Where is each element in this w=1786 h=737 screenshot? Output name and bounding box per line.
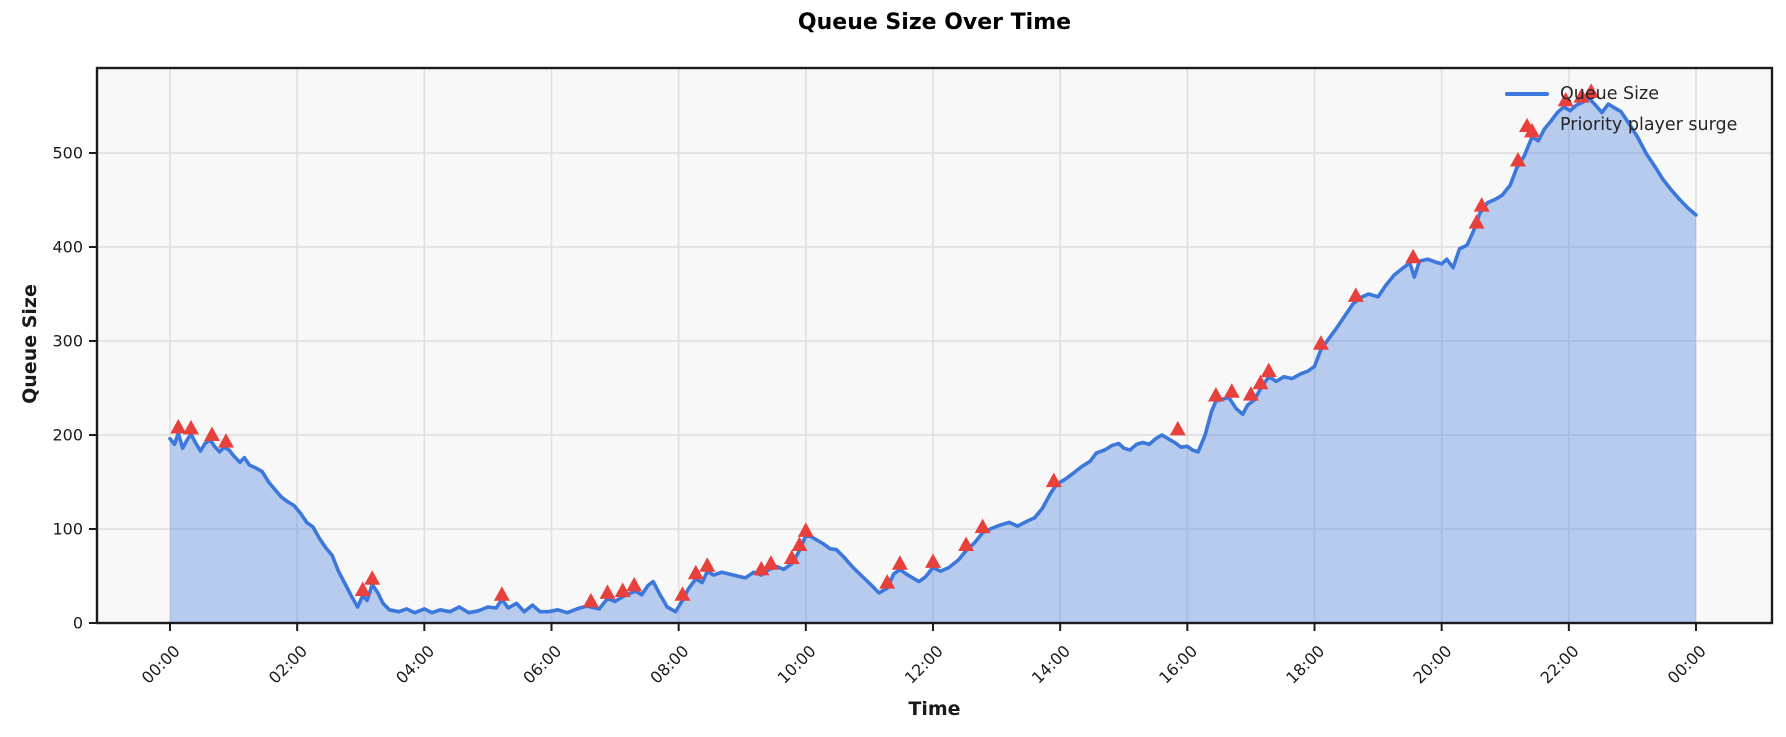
surge-marker-icon [1583, 83, 1600, 98]
surge-marker-icon [1207, 387, 1224, 402]
surge-marker-icon [1252, 374, 1269, 390]
y-tick-label: 300 [52, 332, 83, 351]
surge-marker-icon [218, 433, 234, 448]
plot-background [97, 68, 1772, 623]
y-tick-label: 0 [73, 614, 83, 633]
surge-marker-icon [1573, 88, 1590, 103]
surge-marker-icon [1223, 383, 1240, 398]
legend-triangle-swatch [1504, 118, 1550, 132]
legend-label: Priority player surge [1560, 115, 1738, 135]
x-tick-label: 22:00 [1537, 641, 1583, 687]
surge-marker-icon [699, 557, 716, 572]
chart-title: Queue Size Over Time [797, 10, 1072, 35]
surge-marker-icon [1473, 197, 1490, 212]
surge-marker-icon [1468, 214, 1485, 229]
surge-marker-icon [599, 584, 616, 599]
x-tick-label: 10:00 [774, 641, 820, 687]
surge-marker-icon [783, 549, 800, 565]
surge-marker-icon [1510, 152, 1526, 167]
surge-marker-icon [974, 518, 991, 534]
surge-marker-icon [762, 555, 779, 570]
y-tick-label: 500 [52, 144, 83, 163]
surge-marker-icon [791, 536, 808, 551]
triangle-marker-icon [1519, 118, 1535, 132]
surge-marker-icon [1045, 472, 1062, 488]
x-tick-label: 06:00 [519, 641, 565, 687]
x-tick-label: 18:00 [1282, 641, 1328, 687]
surge-marker-icon [626, 576, 643, 592]
y-axis-label: Queue Size [19, 284, 41, 404]
legend-label: Queue Size [1560, 84, 1659, 104]
x-tick-label: 14:00 [1028, 641, 1074, 687]
surge-marker-icon [1312, 335, 1329, 350]
x-tick-label: 00:00 [1664, 641, 1710, 687]
x-axis-label: Time [908, 698, 961, 720]
surge-marker-icon [674, 586, 691, 601]
surge-marker-icon [1260, 362, 1277, 378]
x-tick-label: 20:00 [1409, 641, 1455, 687]
surge-marker-icon [891, 555, 908, 570]
surge-marker-icon [925, 553, 941, 568]
legend: Queue Size Priority player surge [1504, 82, 1737, 137]
surge-marker-icon [753, 560, 770, 576]
x-tick-label: 12:00 [901, 641, 947, 687]
surge-marker-icon [797, 522, 814, 537]
legend-item-priority-surge: Priority player surge [1504, 113, 1737, 137]
surge-marker-icon [493, 586, 510, 601]
legend-line-swatch [1504, 92, 1550, 96]
plot-border [95, 66, 1774, 625]
x-tick-label: 04:00 [392, 641, 438, 687]
legend-item-queue-size: Queue Size [1504, 82, 1737, 106]
y-tick-label: 200 [52, 426, 83, 445]
surge-marker-icon [614, 582, 631, 597]
surge-marker-icon [170, 419, 187, 434]
surge-marker-icon [687, 564, 704, 580]
surge-marker-icon [1405, 248, 1422, 264]
y-tick-label: 100 [52, 520, 83, 539]
surge-marker-icon [354, 581, 371, 597]
line-sample-icon [1505, 92, 1549, 96]
surge-marker-icon [1347, 287, 1364, 302]
surge-marker-icon [879, 574, 896, 589]
surge-marker-icon [183, 419, 199, 435]
surge-marker-icon [204, 426, 220, 441]
surge-marker-icon [364, 570, 381, 585]
surge-marker-icon [1169, 420, 1186, 436]
x-tick-label: 08:00 [646, 641, 692, 687]
surge-marker-icon [958, 536, 975, 551]
x-tick-label: 02:00 [265, 641, 311, 687]
y-tick-label: 400 [52, 238, 83, 257]
surge-marker-icon [582, 592, 599, 608]
surge-marker-icon [1242, 386, 1259, 401]
x-tick-label: 16:00 [1155, 641, 1201, 687]
surge-marker-icon [1557, 91, 1574, 107]
x-tick-label: 00:00 [138, 641, 184, 687]
queue-size-area [170, 98, 1696, 623]
